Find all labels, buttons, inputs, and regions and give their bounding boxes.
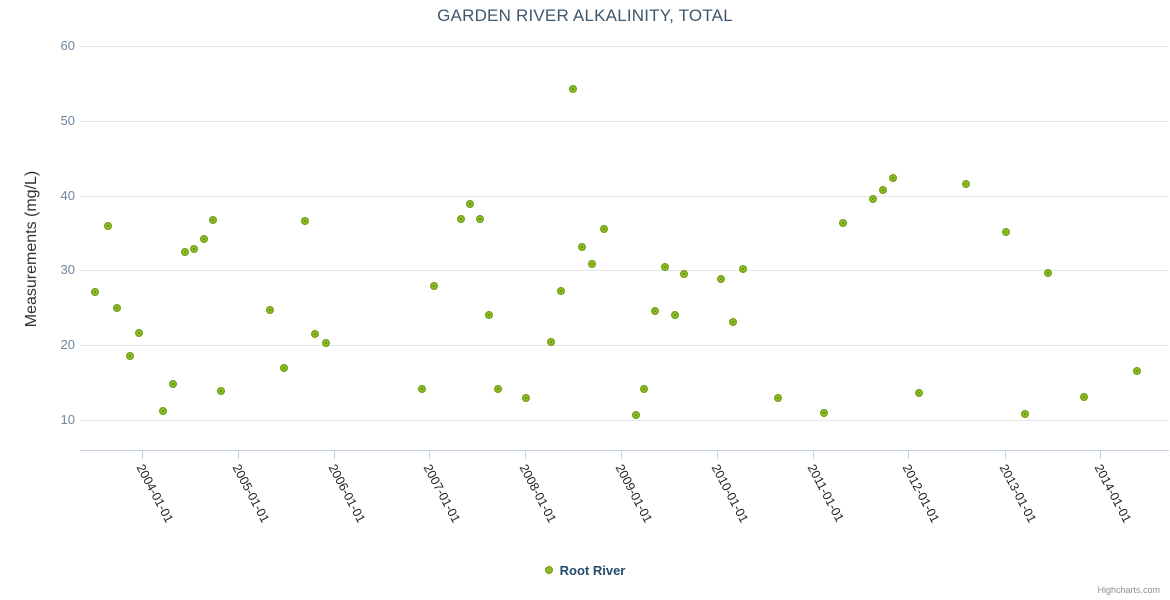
scatter-point[interactable] [569,85,578,94]
y-gridline [80,120,1169,122]
scatter-point[interactable] [588,259,597,268]
scatter-point[interactable] [717,275,726,284]
scatter-point[interactable] [494,384,503,393]
x-axis-tick-label: 2012-01-01 [900,462,943,526]
chart-legend: Root River [0,562,1170,578]
x-axis-tick-label: 2005-01-01 [229,462,272,526]
y-gridline [80,420,1169,422]
scatter-point[interactable] [300,217,309,226]
y-gridline [80,345,1169,347]
x-axis-tick-label: 2008-01-01 [516,462,560,526]
y-gridline [80,270,1169,272]
scatter-point[interactable] [418,384,427,393]
y-axis-tick-label: 50 [60,112,75,128]
scatter-point[interactable] [650,306,659,315]
x-axis-tick [621,450,623,459]
x-axis-tick [716,450,718,459]
scatter-point[interactable] [310,330,319,339]
x-axis-line [80,450,1169,451]
y-axis-tick-label: 20 [60,337,75,353]
y-axis-tick-label: 40 [60,187,75,203]
scatter-point[interactable] [962,179,971,188]
scatter-point[interactable] [1020,410,1029,419]
scatter-point[interactable] [430,282,439,291]
x-axis-tick-label: 2007-01-01 [421,462,464,526]
scatter-point[interactable] [671,311,679,320]
scatter-point[interactable] [728,318,737,327]
x-axis-tick-label: 2009-01-01 [612,462,656,526]
scatter-point[interactable] [888,173,897,182]
scatter-point[interactable] [135,328,144,337]
x-axis-tick-label: 2006-01-01 [325,462,368,526]
scatter-point[interactable] [521,394,530,403]
scatter-point[interactable] [466,199,475,208]
scatter-point[interactable] [1080,392,1089,401]
x-axis-tick [141,450,143,459]
plot-area [80,46,1169,450]
legend-item-root-river[interactable]: Root River [544,562,626,579]
scatter-point[interactable] [820,409,829,418]
x-axis-tick-label: 2014-01-01 [1091,462,1135,526]
chart-title: GARDEN RIVER ALKALINITY, TOTAL [437,6,733,25]
scatter-point[interactable] [1132,366,1141,375]
circle-marker-icon [544,565,553,574]
x-axis-tick [429,450,431,459]
x-axis-tick [237,450,239,459]
x-axis-tick-label: 2010-01-01 [708,462,751,526]
x-axis-tick-label: 2004-01-01 [133,462,176,526]
x-axis-tick-label: 2013-01-01 [996,462,1039,526]
scatter-point[interactable] [126,351,135,360]
scatter-point[interactable] [265,306,274,315]
scatter-point[interactable] [578,242,587,251]
y-gridline [80,46,1169,47]
scatter-point[interactable] [159,407,168,416]
x-axis-tick [333,450,335,459]
x-axis-tick-label: 2011-01-01 [804,462,847,525]
scatter-point[interactable] [103,222,112,231]
scatter-point[interactable] [200,235,209,244]
scatter-point[interactable] [180,247,189,256]
scatter-point[interactable] [189,244,198,253]
scatter-point[interactable] [739,264,748,273]
y-axis-labels: 10 20 30 40 50 60 [61,39,1169,450]
scatter-point[interactable] [838,218,847,227]
scatter-point[interactable] [1001,228,1010,237]
x-axis-tick [812,450,814,459]
y-axis-title: Measurements (mg/L) [23,170,40,328]
scatter-point[interactable] [547,338,556,347]
scatter-point[interactable] [773,394,782,403]
scatter-point[interactable] [640,384,649,393]
scatter-point[interactable] [475,214,484,223]
scatter-point[interactable] [321,339,330,347]
x-axis-tick [525,450,527,459]
data-points-layer [80,46,1169,450]
x-axis-tick [1004,450,1006,459]
scatter-point[interactable] [209,216,217,225]
scatter-point[interactable] [169,380,178,389]
scatter-point[interactable] [484,310,493,319]
y-gridline [80,195,1169,197]
x-axis-tick [908,450,910,459]
scatter-point[interactable] [878,186,887,195]
scatter-point[interactable] [680,270,689,279]
scatter-point[interactable] [457,214,466,223]
x-axis-tick [1100,450,1102,459]
scatter-point[interactable] [90,288,99,297]
scatter-point[interactable] [661,263,670,272]
scatter-point[interactable] [914,389,923,398]
highcharts-credit[interactable]: Highcharts.com [1097,585,1160,595]
scatter-point[interactable] [217,386,226,395]
scatter-point[interactable] [112,303,121,312]
scatter-point[interactable] [1043,269,1052,278]
y-axis-tick-label: 10 [60,412,75,428]
scatter-point[interactable] [868,195,877,204]
scatter-point[interactable] [631,410,640,419]
y-axis-tick-label: 30 [60,262,75,278]
scatter-point[interactable] [600,225,609,234]
scatter-point[interactable] [279,363,288,372]
scatter-point[interactable] [556,286,565,295]
y-axis-tick-label: 60 [60,38,75,53]
legend-item-label: Root River [559,563,626,579]
